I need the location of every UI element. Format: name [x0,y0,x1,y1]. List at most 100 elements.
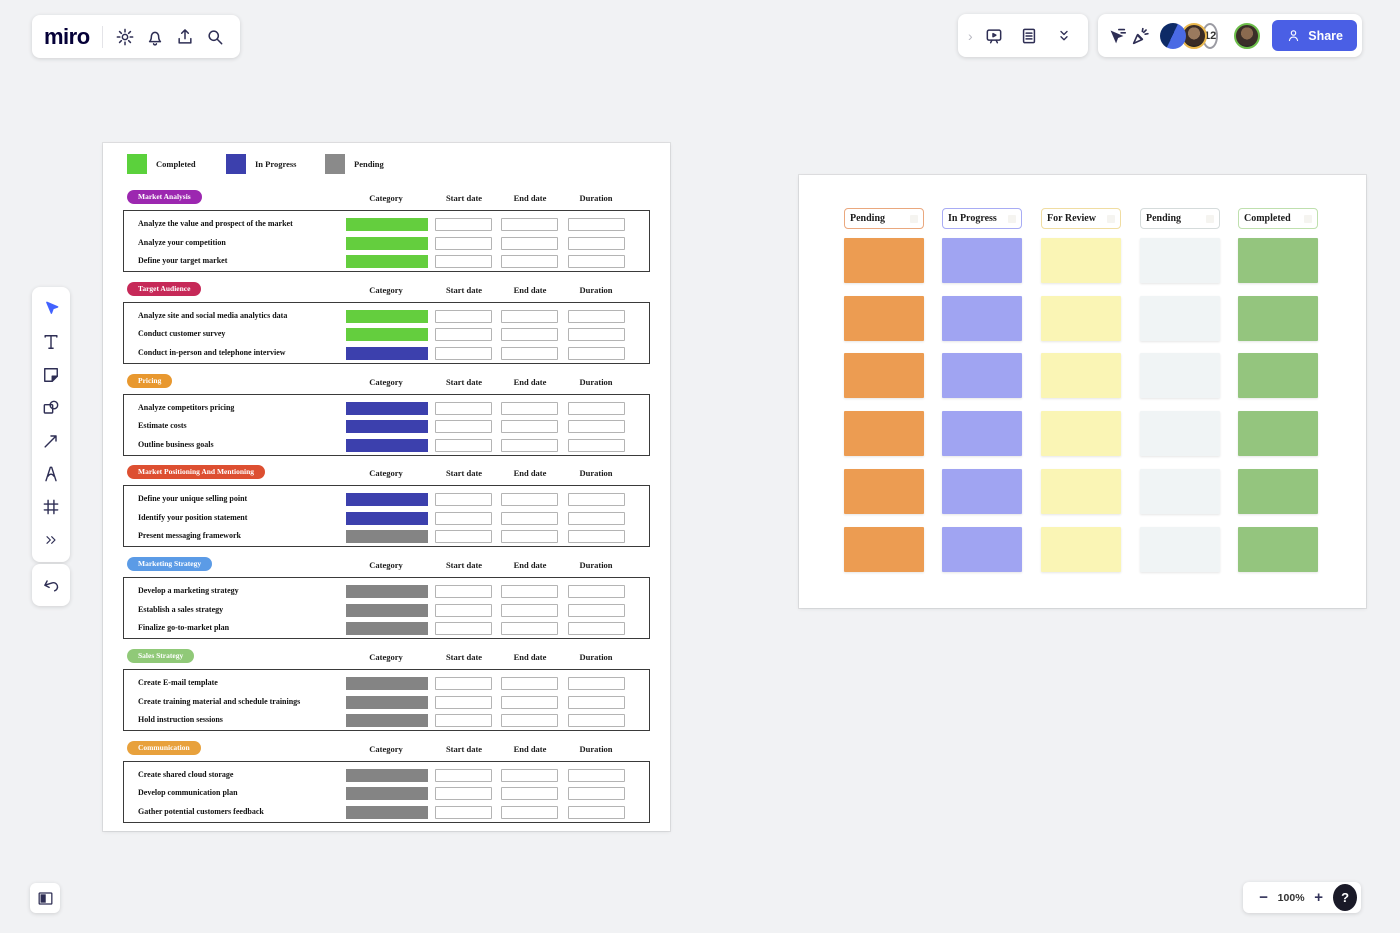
end-date-field[interactable] [501,309,558,323]
category-status-bar[interactable] [346,493,428,507]
duration-field[interactable] [568,328,625,342]
sticky-note-tool[interactable] [36,360,66,390]
duration-field[interactable] [568,255,625,268]
end-date-field[interactable] [501,805,558,819]
pen-tool[interactable] [36,459,66,489]
end-date-field[interactable] [501,622,558,636]
section-badge[interactable]: Marketing Strategy [127,557,213,572]
section-badge[interactable]: Market Positioning And Mentioning [127,465,266,480]
kanban-column-header[interactable]: Completed [1238,208,1318,229]
duration-field[interactable] [568,438,625,452]
duration-field[interactable] [568,603,625,617]
kanban-card[interactable] [942,411,1022,457]
kanban-column-header[interactable]: In Progress [942,208,1022,229]
task-row[interactable]: Hold instruction sessions [124,714,649,728]
start-date-field[interactable] [435,346,492,360]
category-status-bar[interactable] [346,346,428,360]
start-date-field[interactable] [435,328,492,342]
category-status-bar[interactable] [346,511,428,525]
start-date-field[interactable] [435,768,492,782]
task-row[interactable]: Develop communication plan [124,787,649,801]
duration-field[interactable] [568,309,625,323]
kanban-card[interactable] [942,238,1022,283]
task-row[interactable]: Define your unique selling point [124,493,649,507]
shapes-tool[interactable] [36,393,66,423]
end-date-field[interactable] [501,218,558,231]
export-button[interactable] [172,21,198,53]
section-badge[interactable]: Market Analysis [127,190,202,204]
reactions-button[interactable] [1130,20,1152,52]
frames-panel-button[interactable] [30,883,60,913]
kanban-card[interactable] [1238,238,1318,283]
task-row[interactable]: Create E-mail template [124,677,649,691]
end-date-field[interactable] [501,603,558,617]
start-date-field[interactable] [435,438,492,452]
task-row[interactable]: Analyze site and social media analytics … [124,309,649,324]
kanban-card[interactable] [1238,295,1318,341]
category-status-bar[interactable] [346,603,428,617]
kanban-card[interactable] [1041,295,1121,341]
kanban-frame[interactable]: Pending In Progress For Review Pending Compl… [799,175,1366,608]
start-date-field[interactable] [435,695,492,709]
presentation-button[interactable] [979,20,1010,52]
task-row[interactable]: Establish a sales strategy [124,603,649,618]
more-tools-button[interactable] [36,525,66,555]
end-date-field[interactable] [501,585,558,599]
section-badge[interactable]: Sales Strategy [127,649,195,663]
category-status-bar[interactable] [346,585,428,599]
end-date-field[interactable] [501,420,558,434]
start-date-field[interactable] [435,511,492,525]
kanban-card[interactable] [1140,526,1220,572]
kanban-card[interactable] [1238,468,1318,514]
duration-field[interactable] [568,218,625,231]
task-row[interactable]: Estimate costs [124,420,649,434]
section-badge[interactable]: Communication [127,740,201,755]
select-tool[interactable] [36,294,66,324]
task-row[interactable]: Outline business goals [124,438,649,453]
category-status-bar[interactable] [346,768,428,782]
end-date-field[interactable] [501,255,558,268]
duration-field[interactable] [568,493,625,507]
task-row[interactable]: Define your target market [124,255,649,269]
duration-field[interactable] [568,346,625,360]
task-row[interactable]: Analyze the value and prospect of the ma… [124,218,649,232]
kanban-card[interactable] [1041,526,1121,572]
duration-field[interactable] [568,768,625,782]
end-date-field[interactable] [501,714,558,727]
duration-field[interactable] [568,585,625,599]
zoom-out-button[interactable]: − [1259,889,1268,906]
duration-field[interactable] [568,236,625,250]
text-tool[interactable] [36,327,66,357]
duration-field[interactable] [568,677,625,690]
end-date-field[interactable] [501,530,558,544]
start-date-field[interactable] [435,677,492,690]
zoom-level[interactable]: 100% [1277,891,1305,904]
expand-toolbar-chevron[interactable]: › [968,27,973,44]
category-status-bar[interactable] [346,218,428,231]
kanban-card[interactable] [1238,353,1318,399]
duration-field[interactable] [568,530,625,544]
collaborator-avatar-1[interactable] [1160,22,1186,49]
kanban-card[interactable] [844,411,924,457]
kanban-column-header[interactable]: Pending [1140,208,1220,229]
duration-field[interactable] [568,787,625,801]
kanban-card[interactable] [1140,411,1220,457]
task-row[interactable]: Present messaging framework [124,530,649,544]
start-date-field[interactable] [435,236,492,250]
duration-field[interactable] [568,622,625,636]
frame-tool[interactable] [36,492,66,522]
task-row[interactable]: Analyze competitors pricing [124,401,649,416]
kanban-card[interactable] [1238,526,1318,572]
end-date-field[interactable] [501,677,558,690]
start-date-field[interactable] [435,255,492,268]
kanban-card[interactable] [844,295,924,341]
arrow-tool[interactable] [36,426,66,456]
section-badge[interactable]: Pricing [127,373,173,388]
category-status-bar[interactable] [346,255,428,268]
task-row[interactable]: Create training material and schedule tr… [124,695,649,710]
kanban-card[interactable] [1140,238,1220,283]
settings-button[interactable] [113,21,139,53]
kanban-column-header[interactable]: Pending [844,208,924,229]
category-status-bar[interactable] [346,805,428,819]
category-status-bar[interactable] [346,328,428,342]
